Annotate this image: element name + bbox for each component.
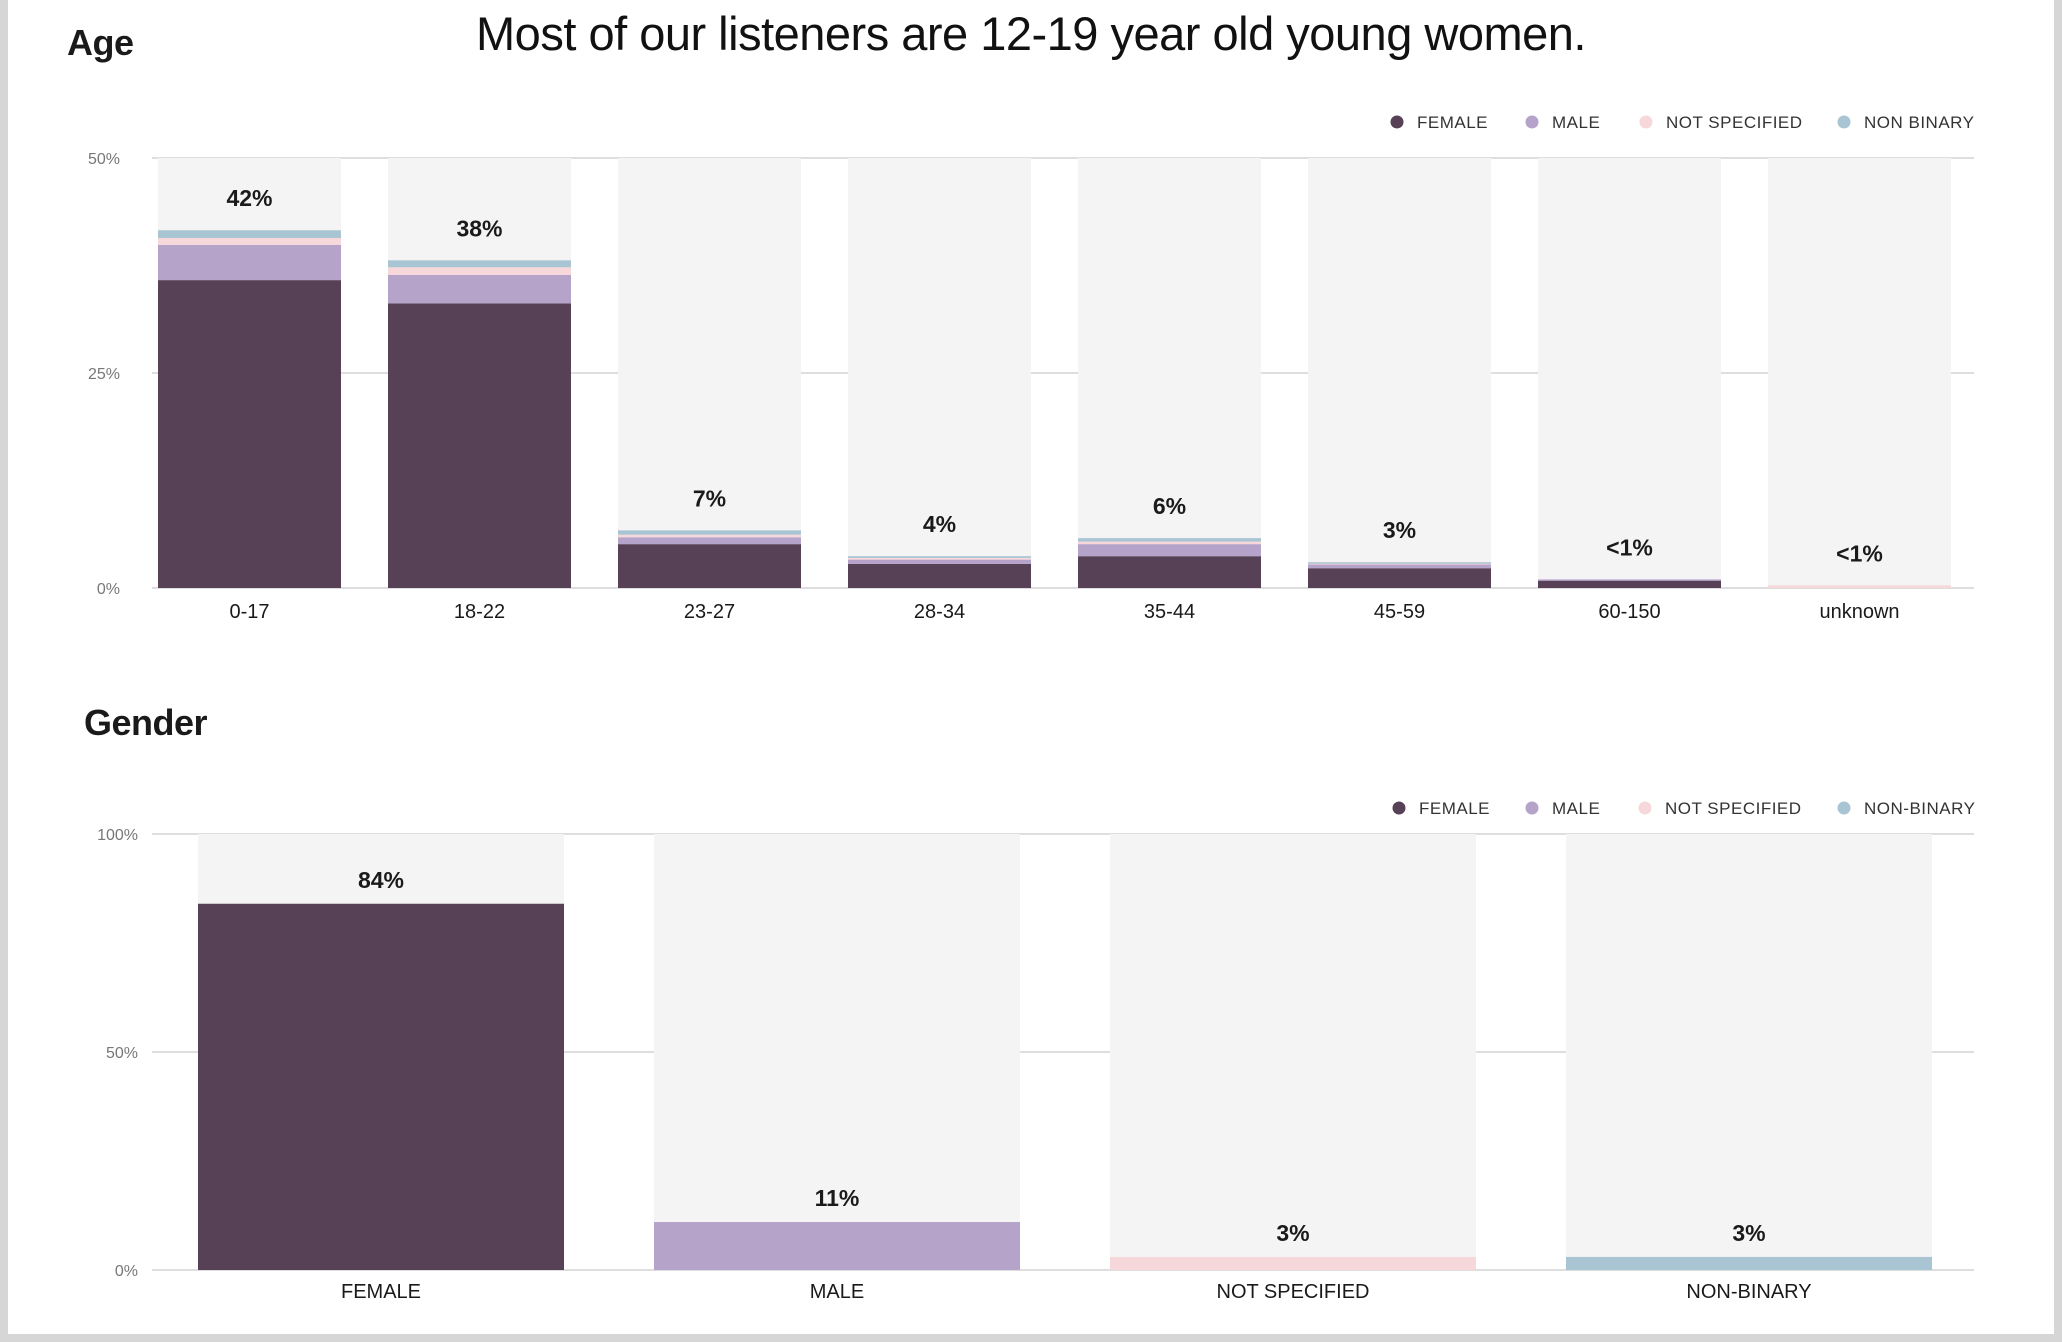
x-tick-label: 28-34 [914, 601, 965, 623]
bar-segment-non-binary [1078, 538, 1261, 542]
bar-segment-male [158, 244, 341, 281]
bar-segment-female [1308, 568, 1491, 588]
bar-background [1308, 158, 1491, 588]
x-tick-label: 35-44 [1144, 601, 1195, 623]
bar-value-label: 84% [358, 867, 404, 893]
bar-segment-male [1308, 563, 1491, 569]
bar-background [1768, 158, 1951, 588]
bar-segment-non-binary [618, 530, 801, 535]
bar-background [1078, 158, 1261, 588]
bar-segment-not-specified [848, 557, 1031, 560]
legend-marker-0 [1390, 115, 1404, 129]
legend-label: NON BINARY [1864, 113, 1975, 132]
bar-segment-female [1538, 580, 1721, 588]
bar-total-label: 38% [456, 215, 502, 241]
bar-segment-female [618, 544, 801, 588]
bar-segment-female [848, 563, 1031, 588]
legend-marker-3 [1837, 801, 1851, 815]
bar-background [654, 834, 1020, 1270]
x-tick-label: MALE [810, 1281, 864, 1303]
legend-marker-2 [1638, 801, 1652, 815]
age-section-title: Age [67, 22, 134, 63]
x-tick-label: FEMALE [341, 1281, 421, 1303]
bar-segment-non-binary [848, 556, 1031, 558]
bar-segment-not-specified [388, 267, 571, 275]
bar-segment-non-binary [1308, 562, 1491, 564]
charts-canvas: 50% 25% 0% 42% 0-17 38% 18-22 7% 23-27 4% 28-34 6% 3… [88, 113, 1975, 1303]
x-tick-label: 18-22 [454, 601, 505, 623]
y-tick-label: 100% [97, 827, 138, 844]
y-tick-label: 25% [88, 366, 120, 383]
bar-value-label: 3% [1732, 1220, 1765, 1246]
x-tick-label: 60-150 [1598, 601, 1660, 623]
bar-value-label: 3% [1276, 1220, 1309, 1246]
bar-background [848, 158, 1031, 588]
legend-marker-0 [1392, 801, 1406, 815]
bar-not-specified [1110, 1256, 1476, 1270]
bar-segment-male [388, 274, 571, 304]
bar-segment-male [1538, 579, 1721, 581]
bar-segment-female [388, 303, 571, 588]
x-tick-label: NON-BINARY [1686, 1281, 1811, 1303]
y-tick-label: 50% [106, 1045, 138, 1062]
bar-background [1110, 834, 1476, 1270]
legend-label: FEMALE [1419, 799, 1490, 818]
x-tick-label: unknown [1819, 601, 1899, 623]
bar-segment-female [158, 280, 341, 588]
bar-segment-not-specified [1308, 563, 1491, 565]
legend-label: FEMALE [1417, 113, 1488, 132]
report-page: Most of our listeners are 12-19 year old… [8, 0, 2054, 1334]
x-tick-label: 23-27 [684, 601, 735, 623]
legend-label: MALE [1552, 113, 1600, 132]
legend-label: MALE [1552, 799, 1600, 818]
bar-segment-male [848, 559, 1031, 564]
bar-total-label: <1% [1606, 534, 1653, 560]
bar-total-label: 3% [1383, 517, 1416, 543]
legend-marker-1 [1525, 115, 1539, 129]
bar-segment-not-specified [1768, 585, 1951, 588]
bar-background [618, 158, 801, 588]
bar-total-label: 7% [693, 485, 726, 511]
bar-segment-not-specified [1078, 541, 1261, 545]
headline: Most of our listeners are 12-19 year old… [476, 7, 1586, 60]
bar-segment-non-binary [158, 230, 341, 238]
legend-label: NON-BINARY [1864, 799, 1975, 818]
bar-segment-not-specified [618, 534, 801, 538]
bar-background [1538, 158, 1721, 588]
bar-male [654, 1222, 1020, 1270]
bar-background [1566, 834, 1932, 1270]
bar-segment-non-binary [388, 260, 571, 268]
legend-marker-2 [1639, 115, 1653, 129]
legend-label: NOT SPECIFIED [1666, 113, 1803, 132]
bar-non-binary [1566, 1256, 1932, 1270]
bar-segment-male [1078, 544, 1261, 557]
y-tick-label: 0% [97, 581, 120, 598]
bar-total-label: 4% [923, 511, 956, 537]
gender-section-title: Gender [84, 702, 208, 743]
x-tick-label: 0-17 [229, 601, 269, 623]
x-tick-label: NOT SPECIFIED [1217, 1281, 1370, 1303]
legend-marker-1 [1525, 801, 1539, 815]
legend-marker-3 [1837, 115, 1851, 129]
x-tick-label: 45-59 [1374, 601, 1425, 623]
bar-total-label: <1% [1836, 540, 1883, 566]
bar-female [198, 903, 564, 1270]
bar-total-label: 42% [226, 185, 272, 211]
bar-segment-not-specified [158, 237, 341, 245]
bar-segment-female [1078, 556, 1261, 588]
bar-value-label: 11% [815, 1185, 860, 1211]
bar-total-label: 6% [1153, 493, 1186, 519]
legend-label: NOT SPECIFIED [1665, 799, 1802, 818]
bar-segment-male [618, 537, 801, 545]
y-tick-label: 0% [115, 1263, 138, 1280]
y-tick-label: 50% [88, 151, 120, 168]
